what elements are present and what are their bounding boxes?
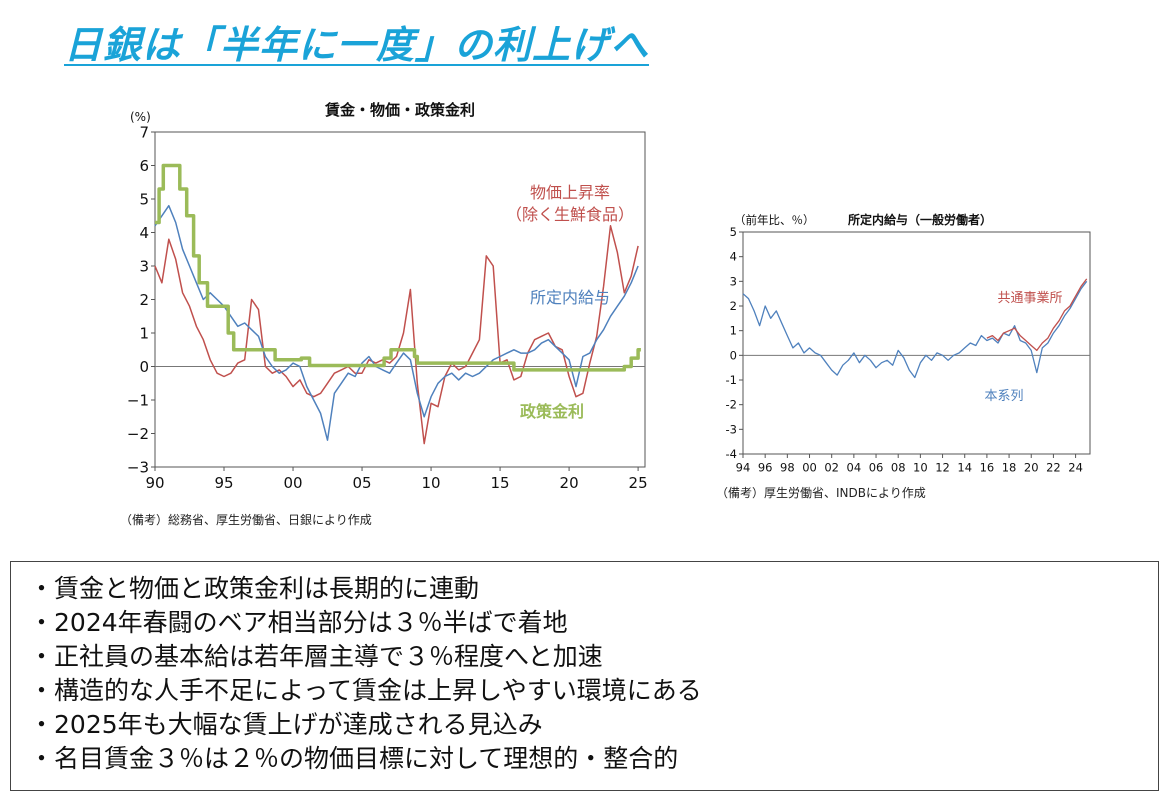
- x-tick-label: 14: [957, 461, 972, 475]
- x-tick-label: 96: [758, 461, 773, 475]
- y-tick-label: 4: [730, 250, 737, 264]
- y-tick-label: 0: [730, 348, 737, 362]
- y-tick-label: 1: [139, 324, 149, 342]
- series-label: （除く生鮮食品）: [506, 205, 634, 224]
- x-tick-label: 10: [422, 474, 441, 492]
- x-tick-label: 95: [214, 474, 233, 492]
- x-tick-label: 02: [824, 461, 839, 475]
- x-tick-label: 12: [935, 461, 950, 475]
- y-tick-label: −3: [127, 458, 149, 476]
- summary-bullet: 賃金と物価と政策金利は長期的に連動: [29, 572, 1158, 606]
- y-tick-label: 4: [139, 224, 149, 242]
- y-unit-label: (%): [130, 110, 151, 124]
- y-tick-label: 2: [139, 291, 149, 309]
- y-tick-label: -4: [726, 447, 737, 461]
- y-tick-label: −2: [127, 425, 149, 443]
- slide-title: 日銀は「半年に一度」の利上げへ: [64, 23, 650, 67]
- x-tick-label: 18: [1002, 461, 1017, 475]
- x-tick-label: 06: [869, 461, 884, 475]
- x-tick-label: 08: [891, 461, 906, 475]
- y-tick-label: -1: [726, 373, 737, 387]
- summary-bullet: 構造的な人手不足によって賃金は上昇しやすい環境にある: [29, 674, 1158, 708]
- x-tick-label: 10: [913, 461, 928, 475]
- summary-box: 賃金と物価と政策金利は長期的に連動 2024年春闘のベア相当部分は３％半ばで着地…: [10, 561, 1159, 791]
- y-tick-label: 3: [139, 257, 149, 275]
- y-tick-label: −1: [127, 391, 149, 409]
- series-line: [742, 280, 1088, 379]
- y-tick-label: -2: [726, 398, 737, 412]
- x-tick-label: 25: [629, 474, 648, 492]
- x-tick-label: 05: [352, 474, 371, 492]
- series-line: [154, 204, 639, 441]
- x-tick-label: 16: [980, 461, 995, 475]
- y-tick-label: 5: [730, 225, 737, 239]
- x-tick-label: 94: [736, 461, 751, 475]
- y-tick-label: -3: [726, 422, 737, 436]
- plot-area: [154, 131, 646, 468]
- chart-title: 賃金・物価・政策金利: [324, 101, 475, 119]
- series-line: [155, 163, 641, 372]
- summary-bullet: 2024年春闘のベア相当部分は３％半ばで着地: [29, 606, 1158, 640]
- y-tick-label: 5: [139, 190, 149, 208]
- plot-area: [742, 231, 1091, 455]
- series-label: 所定内給与: [530, 288, 610, 307]
- summary-bullet: 正社員の基本給は若年層主導で３％程度へと加速: [29, 640, 1158, 674]
- x-tick-label: 24: [1068, 461, 1083, 475]
- series-label: 政策金利: [520, 402, 584, 421]
- y-tick-label: 7: [139, 123, 149, 141]
- summary-bullet: 名目賃金３％は２％の物価目標に対して理想的・整合的: [29, 742, 1158, 776]
- series-line: [986, 278, 1088, 352]
- series-label: 物価上昇率: [530, 183, 610, 202]
- x-tick-label: 22: [1046, 461, 1061, 475]
- x-tick-label: 90: [145, 474, 164, 492]
- summary-bullet: 2025年も大幅な賃上げが達成される見込み: [29, 708, 1158, 742]
- y-tick-label: 6: [139, 157, 149, 175]
- source-note-left: （備考）総務省、厚生労働省、日銀により作成: [120, 513, 372, 527]
- x-tick-label: 15: [491, 474, 510, 492]
- y-tick-label: 3: [730, 274, 737, 288]
- chart-title: 所定内給与（一般労働者）: [848, 212, 992, 227]
- x-tick-label: 98: [780, 461, 795, 475]
- source-note-right: （備考）厚生労働省、INDBにより作成: [716, 486, 926, 500]
- series-line: [154, 225, 639, 445]
- x-tick-label: 20: [1024, 461, 1039, 475]
- y-unit-label: （前年比、％）: [734, 213, 815, 227]
- x-tick-label: 00: [283, 474, 302, 492]
- y-tick-label: 2: [730, 299, 737, 313]
- x-tick-label: 04: [847, 461, 862, 475]
- y-tick-label: 1: [730, 324, 737, 338]
- x-tick-label: 00: [802, 461, 817, 475]
- summary-list: 賃金と物価と政策金利は長期的に連動 2024年春闘のベア相当部分は３％半ばで着地…: [11, 562, 1158, 776]
- series-label: 共通事業所: [997, 290, 1062, 306]
- series-label: 本系列: [984, 389, 1023, 404]
- y-tick-label: 0: [139, 358, 149, 376]
- x-tick-label: 20: [560, 474, 579, 492]
